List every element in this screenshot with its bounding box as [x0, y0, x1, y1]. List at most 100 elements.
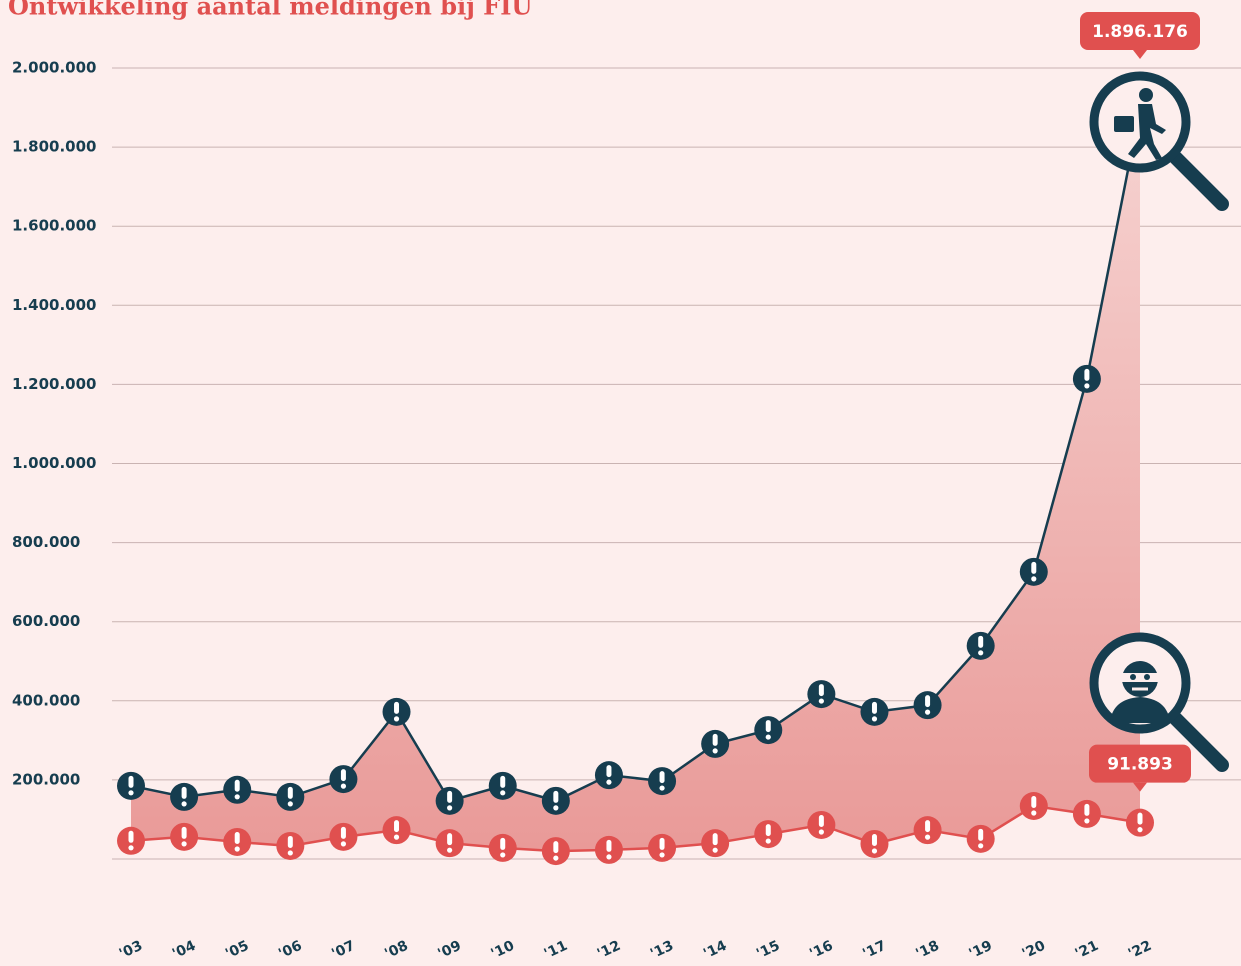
point-glyph-dot	[1031, 576, 1036, 581]
x-tick-label: '22	[1126, 938, 1154, 963]
x-tick-label: '10	[489, 938, 518, 963]
point-glyph	[288, 836, 293, 848]
point-glyph	[766, 824, 771, 836]
point-glyph-dot	[341, 784, 346, 789]
y-tick-label: 1.800.000	[12, 138, 96, 156]
y-tick-label: 1.400.000	[12, 296, 96, 314]
point-glyph-dot	[606, 780, 611, 785]
x-tick-label: '05	[223, 938, 251, 963]
point-glyph-dot	[341, 841, 346, 846]
point-glyph-dot	[713, 848, 718, 853]
point-glyph-dot	[925, 835, 930, 840]
point-glyph	[978, 636, 983, 648]
chart-title: Ontwikkeling aantal meldingen bij FIU	[8, 0, 532, 21]
point-glyph	[925, 695, 930, 707]
point-glyph	[129, 831, 134, 843]
point-glyph-dot	[447, 805, 452, 810]
value-label: 1.896.176	[1092, 22, 1188, 42]
point-glyph	[447, 833, 452, 845]
point-glyph	[341, 769, 346, 781]
point-glyph	[1031, 796, 1036, 808]
point-glyph	[606, 765, 611, 777]
point-glyph-dot	[659, 785, 664, 790]
point-glyph	[872, 702, 877, 714]
point-glyph-dot	[606, 854, 611, 859]
point-glyph	[1084, 369, 1089, 381]
point-glyph	[1084, 804, 1089, 816]
point-glyph	[606, 840, 611, 852]
investigator-icon	[1094, 76, 1222, 204]
y-tick-label: 200.000	[12, 770, 80, 788]
point-glyph	[341, 827, 346, 839]
point-glyph-dot	[978, 650, 983, 655]
point-glyph-dot	[288, 850, 293, 855]
point-glyph	[872, 834, 877, 846]
y-tick-label: 1.200.000	[12, 375, 96, 393]
point-glyph	[182, 827, 187, 839]
chart: 200.000400.000600.000800.0001.000.0001.2…	[0, 0, 1241, 966]
point-glyph-dot	[713, 748, 718, 753]
point-glyph	[235, 780, 240, 792]
plot	[117, 109, 1154, 865]
point-glyph-dot	[500, 852, 505, 857]
point-glyph	[394, 702, 399, 714]
point-glyph-dot	[500, 790, 505, 795]
x-tick-label: '08	[382, 938, 410, 963]
point-glyph-dot	[394, 716, 399, 721]
x-tick-label: '21	[1073, 938, 1101, 963]
x-tick-label: '07	[329, 938, 357, 963]
page: {"chart_data": { "type": "line", "title"…	[0, 0, 1241, 966]
y-tick-label: 2.000.000	[12, 59, 96, 77]
x-tick-label: '09	[435, 938, 463, 963]
x-tick-label: '16	[807, 938, 835, 963]
point-glyph-dot	[1084, 818, 1089, 823]
point-glyph-dot	[766, 838, 771, 843]
point-glyph-dot	[659, 852, 664, 857]
point-glyph	[713, 833, 718, 845]
x-tick-label: '12	[595, 938, 623, 963]
point-glyph	[660, 838, 665, 850]
y-tick-label: 800.000	[12, 533, 80, 551]
y-tick-label: 400.000	[12, 691, 80, 709]
point-glyph-dot	[182, 801, 187, 806]
x-tick-label: '04	[170, 938, 199, 963]
point-glyph-dot	[978, 843, 983, 848]
point-glyph	[447, 791, 452, 803]
value-label: 91.893	[1107, 755, 1173, 775]
point-glyph	[660, 771, 665, 783]
point-glyph-dot	[235, 794, 240, 799]
point-glyph-dot	[872, 848, 877, 853]
x-tick-label: '03	[117, 938, 145, 963]
point-glyph	[819, 815, 824, 827]
point-glyph-dot	[394, 835, 399, 840]
point-glyph	[500, 838, 505, 850]
x-tick-label: '17	[860, 938, 888, 963]
x-tick-label: '14	[701, 938, 730, 963]
y-tick-label: 600.000	[12, 612, 80, 630]
point-glyph	[713, 734, 718, 746]
point-glyph-dot	[553, 855, 558, 860]
x-tick-label: '18	[913, 938, 941, 963]
point-glyph-dot	[288, 801, 293, 806]
point-glyph-dot	[1084, 383, 1089, 388]
point-glyph	[129, 776, 134, 788]
x-tick-label: '20	[1020, 938, 1049, 963]
point-glyph-dot	[182, 841, 187, 846]
point-glyph	[500, 776, 505, 788]
point-glyph	[925, 820, 930, 832]
point-glyph-dot	[766, 734, 771, 739]
y-tick-label: 1.600.000	[12, 217, 96, 235]
point-glyph	[766, 720, 771, 732]
area-between	[131, 109, 1140, 851]
point-glyph	[819, 684, 824, 696]
x-tick-label: '11	[542, 938, 570, 963]
point-glyph	[182, 787, 187, 799]
point-glyph-dot	[128, 845, 133, 850]
x-tick-label: '19	[967, 938, 995, 963]
point-glyph-dot	[872, 716, 877, 721]
point-glyph-dot	[128, 790, 133, 795]
point-glyph-dot	[819, 698, 824, 703]
point-glyph-dot	[1137, 827, 1142, 832]
point-glyph	[1031, 562, 1036, 574]
point-glyph	[553, 841, 558, 853]
